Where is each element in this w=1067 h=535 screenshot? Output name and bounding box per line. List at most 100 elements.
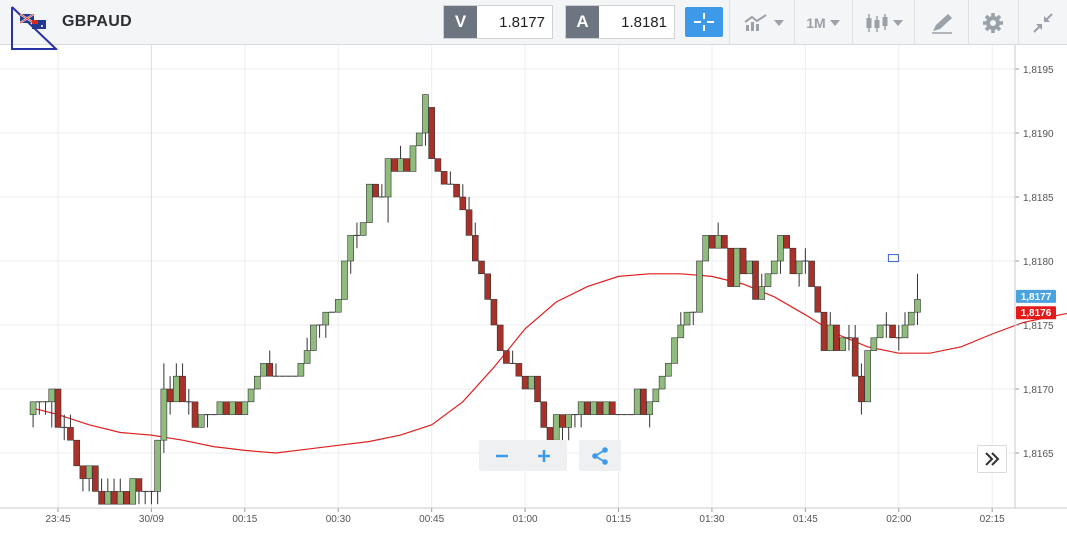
ask-quote[interactable]: A 1.8181 [565,5,675,39]
candle-body [714,235,722,249]
candle [123,491,130,505]
collapse-button[interactable] [1022,0,1064,45]
x-tick-label: 02:00 [886,514,911,525]
candle [503,350,510,364]
zoom-controls [479,440,567,471]
instrument-symbol[interactable]: GBPAUD [62,13,132,30]
scroll-to-latest-button[interactable] [977,445,1007,473]
candle-body [154,439,161,492]
candle [671,337,678,364]
candle [795,260,803,287]
candle [708,235,716,249]
candle [584,401,591,415]
candle [733,247,741,287]
x-tick-label: 00:45 [419,514,444,525]
x-tick-label: 00:15 [232,514,257,525]
candle [465,197,473,236]
y-tick-label: 1,8185 [1023,193,1054,204]
candle-body [92,465,99,492]
candle [808,260,815,287]
candle [353,222,360,249]
candle [166,376,174,415]
candle-body [422,94,429,134]
candle [334,299,342,313]
candle-body [708,235,716,249]
candle-body [29,401,37,415]
candle [758,273,766,300]
minus-icon [496,454,508,457]
candle-body [596,401,604,415]
candle-body [135,478,143,492]
candle-body [229,401,236,415]
bid-quote[interactable]: V 1.8177 [443,5,553,39]
candle-body [123,491,130,505]
candle [820,311,828,351]
ask-price-label: 1,8176 [1021,308,1052,319]
chart-type-button[interactable] [858,0,910,45]
crosshair-icon [694,13,714,31]
candle-body [322,311,330,326]
candle-body [889,324,896,339]
candle-body [770,260,778,275]
candle-body [434,158,442,172]
candle [727,247,734,287]
candle-body [814,286,822,313]
candle-body [702,235,710,262]
candle-body [677,324,685,339]
candle [185,389,192,415]
zoom-in-button[interactable] [524,440,564,471]
candle [845,325,852,351]
candle-body [310,324,317,351]
candle-body [73,439,80,467]
timeframe-selector[interactable]: 1M [798,0,848,45]
indicators-button[interactable] [736,0,792,45]
candle [515,363,523,377]
zoom-out-button[interactable] [482,440,522,471]
candle [764,273,772,287]
candle-body [129,478,137,505]
candle [54,388,62,428]
candle [478,260,485,275]
candle-body [260,363,267,377]
settings-button[interactable] [972,0,1014,45]
candle-body [795,260,803,275]
price-chart-canvas[interactable]: 1,8195 1,8190 1,8185 1,8180 1,8175 1,8170 1,81… [0,45,1067,535]
candle-body [839,337,847,351]
candle-body [391,158,398,172]
share-button[interactable] [580,440,620,471]
double-chevron-right-icon [985,452,1000,466]
candle-body [808,260,815,287]
candle [789,247,797,275]
candle [721,235,728,249]
candle [646,401,653,428]
candle [216,401,224,415]
candle [92,465,99,492]
candle [247,388,255,403]
price-chart[interactable]: 1,8195 1,8190 1,8185 1,8180 1,8175 1,8170 1,81… [0,45,1067,535]
uk-au-flag-icon [20,14,46,29]
candle [403,158,411,172]
candle [870,337,878,351]
candle-body [48,388,56,403]
drawing-tools-button[interactable] [920,0,964,45]
x-tick-label: 02:15 [980,514,1005,525]
candle [714,222,722,249]
candle-body [478,260,485,275]
candle [29,401,37,428]
candle-body [577,401,585,415]
candle [889,324,896,339]
candle [833,324,840,351]
candle [509,350,516,364]
candle-body [521,375,529,390]
candle [546,427,554,441]
candle [409,145,417,172]
candle [341,260,348,300]
candle-body [403,158,411,172]
crosshair-button[interactable] [685,7,723,37]
bid-price-badge [1016,289,1056,303]
candle [602,401,610,415]
candle-body [85,465,93,479]
candle [590,401,597,415]
candle [110,478,118,505]
candle-body [665,363,672,377]
